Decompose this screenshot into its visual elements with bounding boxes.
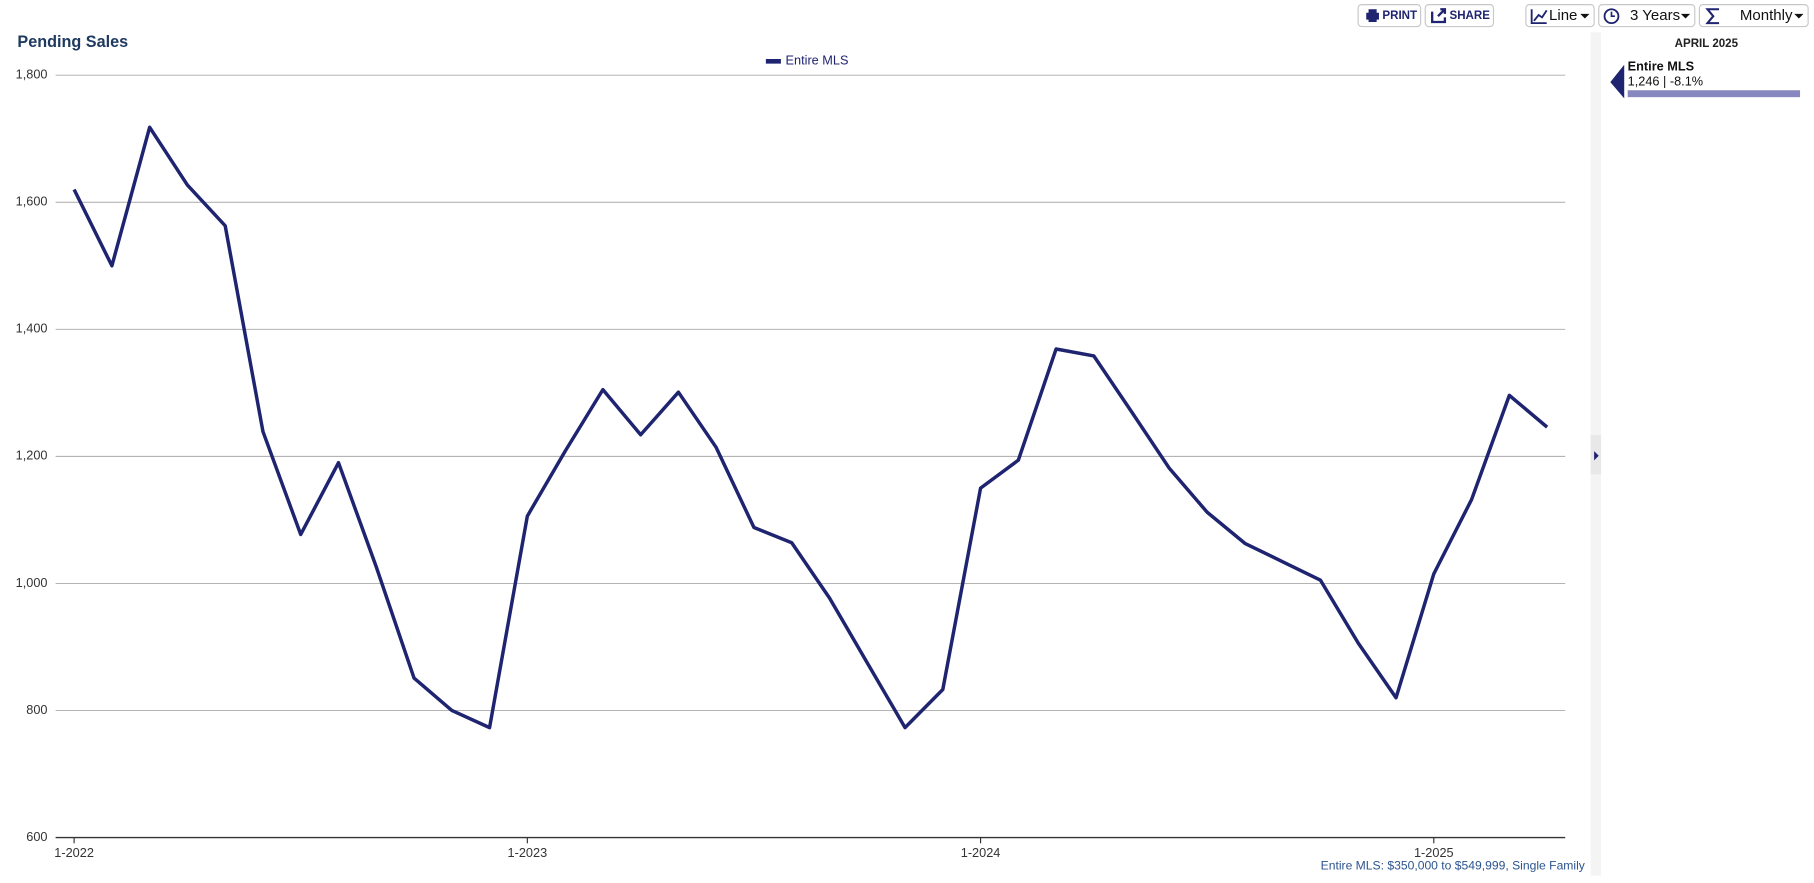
print-label: PRINT bbox=[1382, 10, 1417, 22]
share-label: SHARE bbox=[1450, 10, 1491, 22]
sidebar-series: Entire MLS bbox=[1628, 58, 1694, 73]
print-icon bbox=[1366, 9, 1379, 22]
range-label: 3 Years bbox=[1630, 7, 1680, 24]
y-tick-label: 1,400 bbox=[16, 321, 48, 336]
interval-label: Monthly bbox=[1740, 7, 1793, 24]
line-icon bbox=[1530, 9, 1548, 25]
chart-type-select[interactable]: Line bbox=[1525, 4, 1595, 28]
share-icon bbox=[1431, 8, 1447, 24]
x-tick-label: 1-2023 bbox=[508, 845, 548, 860]
interval-select[interactable]: Monthly bbox=[1698, 4, 1809, 28]
y-tick-label: 800 bbox=[26, 702, 47, 717]
y-tick-label: 1,800 bbox=[16, 67, 48, 82]
x-tick-label: 1-2025 bbox=[1414, 845, 1454, 860]
print-button[interactable]: PRINT bbox=[1357, 4, 1422, 28]
y-tick-label: 1,200 bbox=[16, 448, 48, 463]
footnote: Entire MLS: $350,000 to $549,999, Single… bbox=[1321, 859, 1586, 873]
caret bbox=[1680, 13, 1691, 19]
x-tick-label: 1-2022 bbox=[54, 845, 94, 860]
legend-swatch bbox=[765, 58, 781, 64]
x-tick-label: 1-2024 bbox=[961, 845, 1001, 860]
range-select[interactable]: 3 Years bbox=[1598, 4, 1696, 28]
clock-icon bbox=[1603, 8, 1620, 25]
legend-label: Entire MLS bbox=[786, 53, 849, 68]
sidebar-period: APRIL 2025 bbox=[1675, 38, 1739, 50]
sidebar-summary: 1,246 | -8.1% bbox=[1628, 73, 1703, 88]
caret bbox=[1794, 13, 1804, 19]
share-button[interactable]: SHARE bbox=[1424, 4, 1495, 28]
y-tick-label: 600 bbox=[26, 829, 47, 844]
sigma-icon bbox=[1705, 8, 1720, 25]
sidebar-bar bbox=[1627, 90, 1801, 98]
y-tick-label: 1,000 bbox=[16, 575, 48, 590]
chart-type-label: Line bbox=[1549, 7, 1577, 24]
y-tick-label: 1,600 bbox=[16, 194, 48, 209]
panel-toggle-arrow bbox=[1594, 451, 1599, 461]
chart-title: Pending Sales bbox=[17, 33, 128, 51]
sidebar-marker bbox=[1610, 64, 1625, 99]
caret bbox=[1580, 13, 1590, 19]
series-line bbox=[72, 125, 1549, 730]
clock-hands bbox=[1610, 11, 1615, 18]
